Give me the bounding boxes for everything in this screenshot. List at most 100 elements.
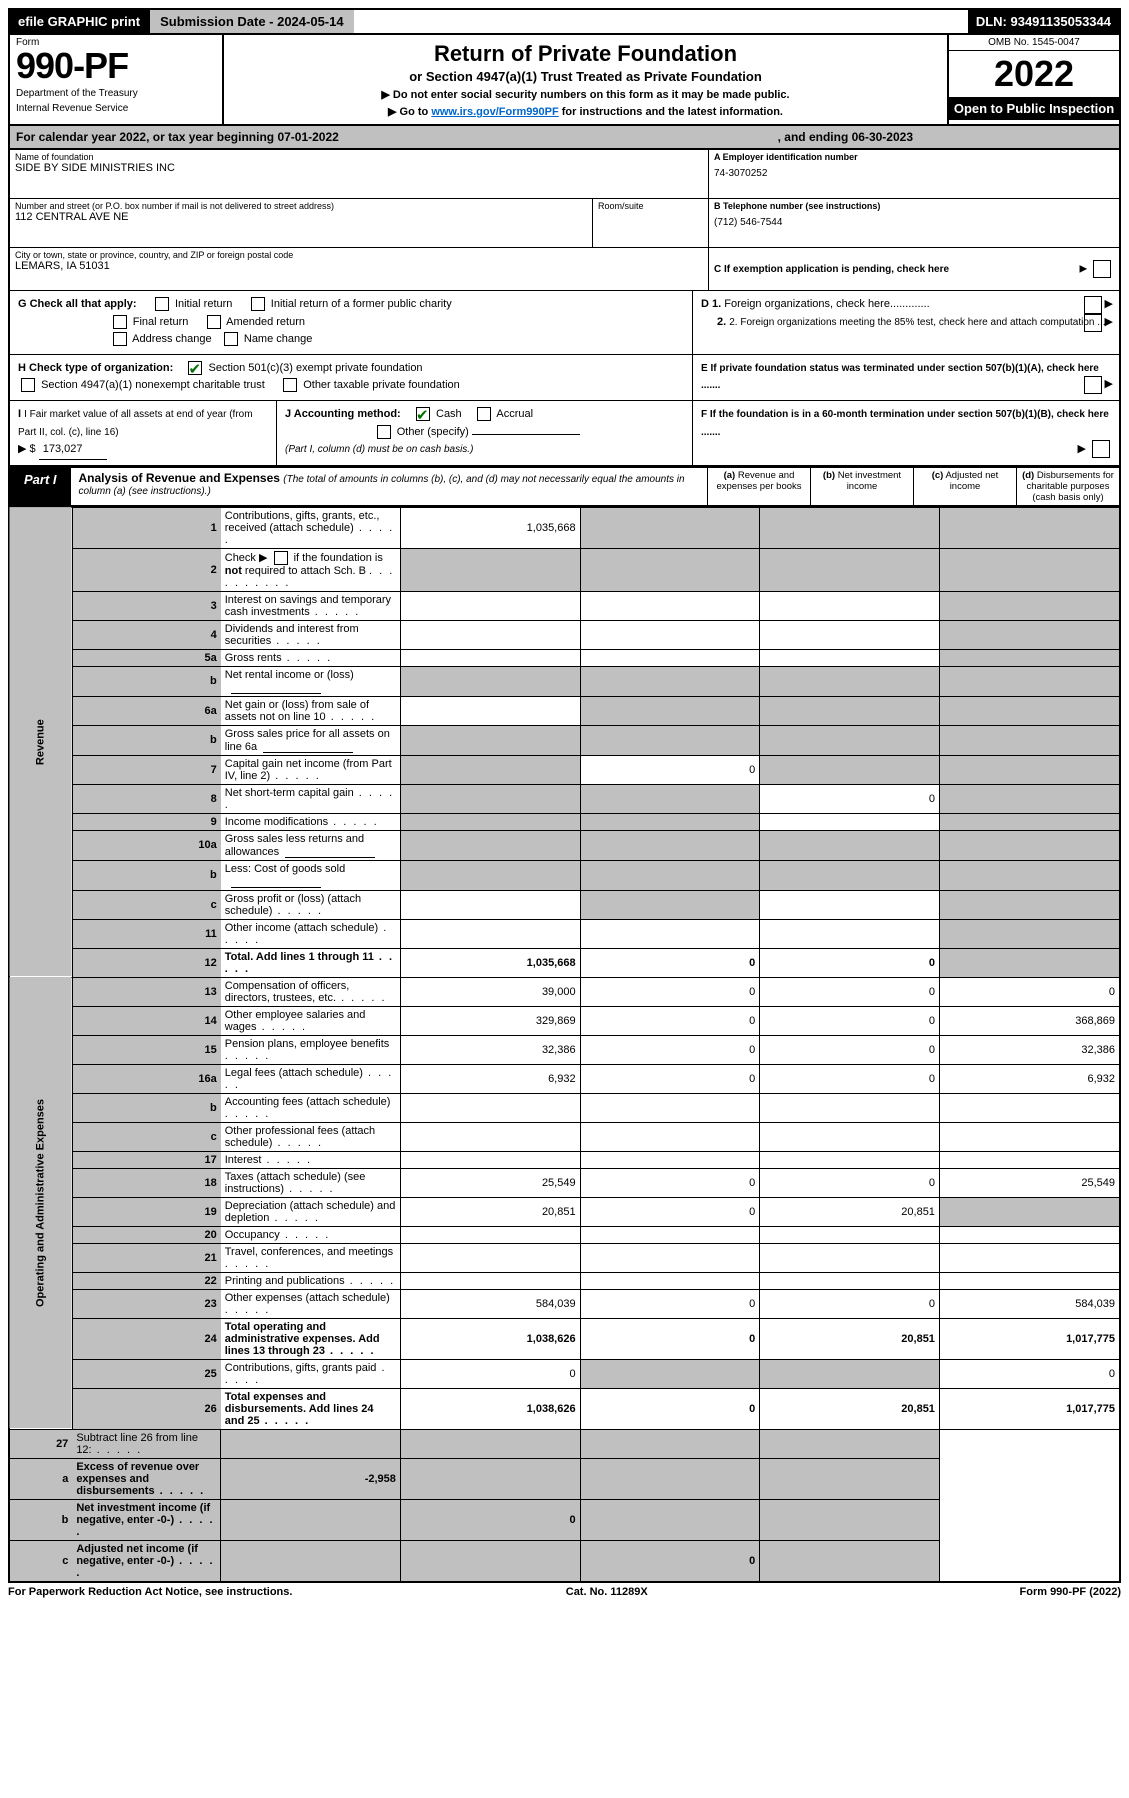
e-checkbox[interactable] [1084, 376, 1102, 394]
d1-checkbox[interactable] [1084, 296, 1102, 314]
col-c-value [760, 548, 940, 591]
col-d-value [939, 813, 1120, 830]
tax-year-end: , and ending 06-30-2023 [778, 130, 913, 144]
col-c-value [760, 620, 940, 649]
row-desc: Occupancy [221, 1226, 401, 1243]
e-section: E If private foundation status was termi… [692, 355, 1119, 400]
line-no: 4 [72, 620, 220, 649]
col-a-value [400, 830, 580, 860]
table-row: c Gross profit or (loss) (attach schedul… [9, 890, 1120, 919]
row-desc: Interest on savings and temporary cash i… [221, 591, 401, 620]
line-no: c [72, 1122, 220, 1151]
row-desc: Check ▶ if the foundation is not require… [221, 548, 401, 591]
501c3-checkbox[interactable] [188, 361, 202, 375]
address-change-checkbox[interactable] [113, 332, 127, 346]
table-row: b Accounting fees (attach schedule) [9, 1093, 1120, 1122]
row-desc: Subtract line 26 from line 12: [72, 1429, 220, 1458]
col-b-value [580, 1359, 760, 1388]
final-return-checkbox[interactable] [113, 315, 127, 329]
col-c-value: 0 [580, 1540, 760, 1582]
table-row: b Less: Cost of goods sold [9, 860, 1120, 890]
row-desc: Net investment income (if negative, ente… [72, 1499, 220, 1540]
col-b-value [580, 1122, 760, 1151]
col-a-value [400, 1151, 580, 1168]
row-desc: Compensation of officers, directors, tru… [221, 977, 401, 1006]
table-row: 16a Legal fees (attach schedule) 6,932 0… [9, 1064, 1120, 1093]
table-row: 25 Contributions, gifts, grants paid 0 0 [9, 1359, 1120, 1388]
col-a-value [400, 591, 580, 620]
foundation-name-cell: Name of foundation SIDE BY SIDE MINISTRI… [10, 150, 708, 199]
f-checkbox[interactable] [1092, 440, 1110, 458]
col-c-value [580, 1499, 760, 1540]
col-b-value: 0 [580, 1197, 760, 1226]
row-desc: Contributions, gifts, grants paid [221, 1359, 401, 1388]
col-b-value [580, 890, 760, 919]
4947-checkbox[interactable] [21, 378, 35, 392]
col-d-value [939, 1197, 1120, 1226]
col-c-value: 0 [760, 948, 940, 977]
col-c-value [580, 1429, 760, 1458]
cash-checkbox[interactable] [416, 407, 430, 421]
table-row: b Net rental income or (loss) [9, 666, 1120, 696]
line-no: 21 [72, 1243, 220, 1272]
name-change-checkbox[interactable] [224, 332, 238, 346]
col-c-value: 0 [760, 1035, 940, 1064]
line-no: 1 [72, 507, 220, 548]
table-row: 21 Travel, conferences, and meetings [9, 1243, 1120, 1272]
sch-b-checkbox[interactable] [274, 551, 288, 565]
table-row: 3 Interest on savings and temporary cash… [9, 591, 1120, 620]
col-c-value [760, 919, 940, 948]
col-d-value [939, 666, 1120, 696]
other-method-checkbox[interactable] [377, 425, 391, 439]
row-desc: Taxes (attach schedule) (see instruction… [221, 1168, 401, 1197]
d2-checkbox[interactable] [1084, 314, 1102, 332]
initial-return-checkbox[interactable] [155, 297, 169, 311]
table-row: 22 Printing and publications [9, 1272, 1120, 1289]
line-no: c [9, 1540, 72, 1582]
col-c-value [760, 591, 940, 620]
col-b-value [580, 813, 760, 830]
line-no: 3 [72, 591, 220, 620]
col-c-value: 0 [760, 1006, 940, 1035]
line-no: 7 [72, 755, 220, 784]
h-section: H Check type of organization: Section 50… [10, 355, 692, 400]
c-checkbox[interactable] [1093, 260, 1111, 278]
col-a-value [400, 1272, 580, 1289]
col-d-value [760, 1458, 940, 1499]
col-d-value [939, 507, 1120, 548]
initial-former-checkbox[interactable] [251, 297, 265, 311]
col-a-value [400, 666, 580, 696]
col-b-value [580, 1272, 760, 1289]
tax-year-begin: For calendar year 2022, or tax year begi… [16, 130, 339, 144]
form-number: 990-PF [16, 48, 216, 84]
other-taxable-checkbox[interactable] [283, 378, 297, 392]
form-ref: Form 990-PF (2022) [921, 1586, 1121, 1598]
amended-return-checkbox[interactable] [207, 315, 221, 329]
table-row: c Adjusted net income (if negative, ente… [9, 1540, 1120, 1582]
row-desc: Dividends and interest from securities [221, 620, 401, 649]
col-a-value [400, 620, 580, 649]
column-headers: (a) Revenue and expenses per books (b) N… [707, 468, 1119, 505]
table-row: 6a Net gain or (loss) from sale of asset… [9, 696, 1120, 725]
d-section: D 1. Foreign organizations, check here..… [692, 291, 1119, 354]
col-b-value: 0 [580, 1168, 760, 1197]
irs-link[interactable]: www.irs.gov/Form990PF [431, 106, 558, 118]
line-no: 15 [72, 1035, 220, 1064]
line-no: c [72, 890, 220, 919]
header-center: Return of Private Foundation or Section … [224, 35, 947, 124]
line-no: a [9, 1458, 72, 1499]
row-desc: Other income (attach schedule) [221, 919, 401, 948]
col-b-value [580, 1226, 760, 1243]
form-title: Return of Private Foundation [234, 41, 937, 67]
col-d-value: 6,932 [939, 1064, 1120, 1093]
row-desc: Gross rents [221, 649, 401, 666]
col-c-value: 20,851 [760, 1318, 940, 1359]
accrual-checkbox[interactable] [477, 407, 491, 421]
col-b-value [580, 620, 760, 649]
table-row: 14 Other employee salaries and wages 329… [9, 1006, 1120, 1035]
col-a-value [400, 860, 580, 890]
col-d-value: 0 [939, 1359, 1120, 1388]
col-c-value [760, 1151, 940, 1168]
col-d-header: (d) Disbursements for charitable purpose… [1016, 468, 1119, 505]
omb-number: OMB No. 1545-0047 [949, 35, 1119, 51]
